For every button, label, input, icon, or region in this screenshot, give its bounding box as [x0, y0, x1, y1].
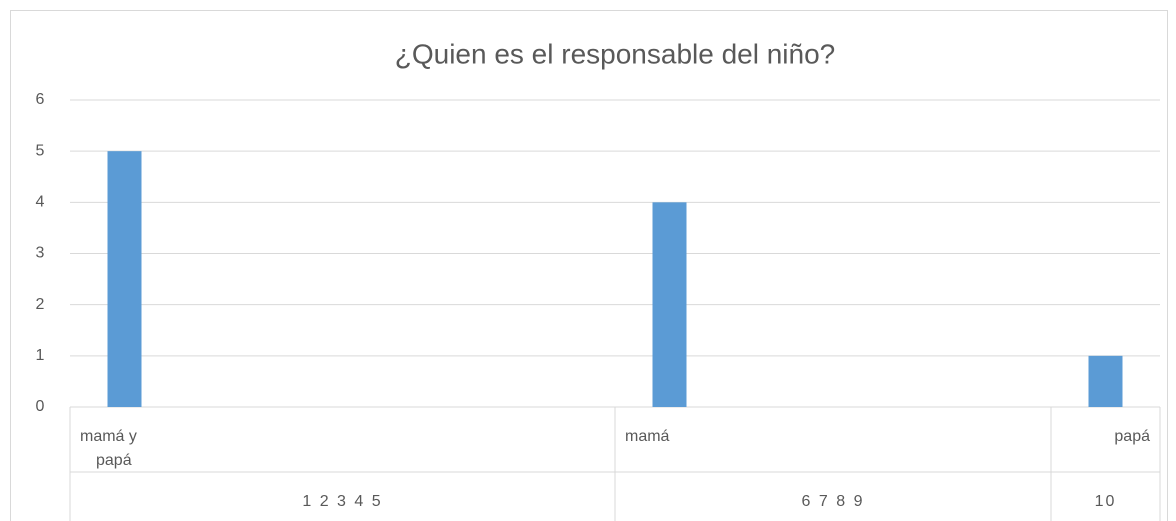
x-tick-label: mamá: [625, 428, 670, 445]
y-tick-label: 0: [36, 398, 45, 415]
group-label: 1 2 3 4 5: [302, 493, 382, 510]
y-tick-label: 1: [36, 347, 45, 364]
bar: [652, 202, 687, 407]
x-tick-label: papá: [1114, 428, 1150, 445]
x-tick-label: mamá y papá: [80, 428, 137, 469]
y-tick-label: 3: [36, 245, 45, 262]
bar: [1088, 355, 1123, 407]
chart-title: ¿Quien es el responsable del niño?: [395, 38, 836, 69]
y-tick-label: 5: [36, 142, 45, 159]
chart-frame: [10, 10, 1168, 521]
y-tick-label: 4: [36, 194, 45, 211]
y-tick-label: 2: [36, 296, 45, 313]
group-label: 6 7 8 9: [802, 493, 865, 510]
group-label: 10: [1095, 493, 1117, 510]
y-tick-label: 6: [36, 91, 45, 108]
bar: [107, 151, 142, 407]
